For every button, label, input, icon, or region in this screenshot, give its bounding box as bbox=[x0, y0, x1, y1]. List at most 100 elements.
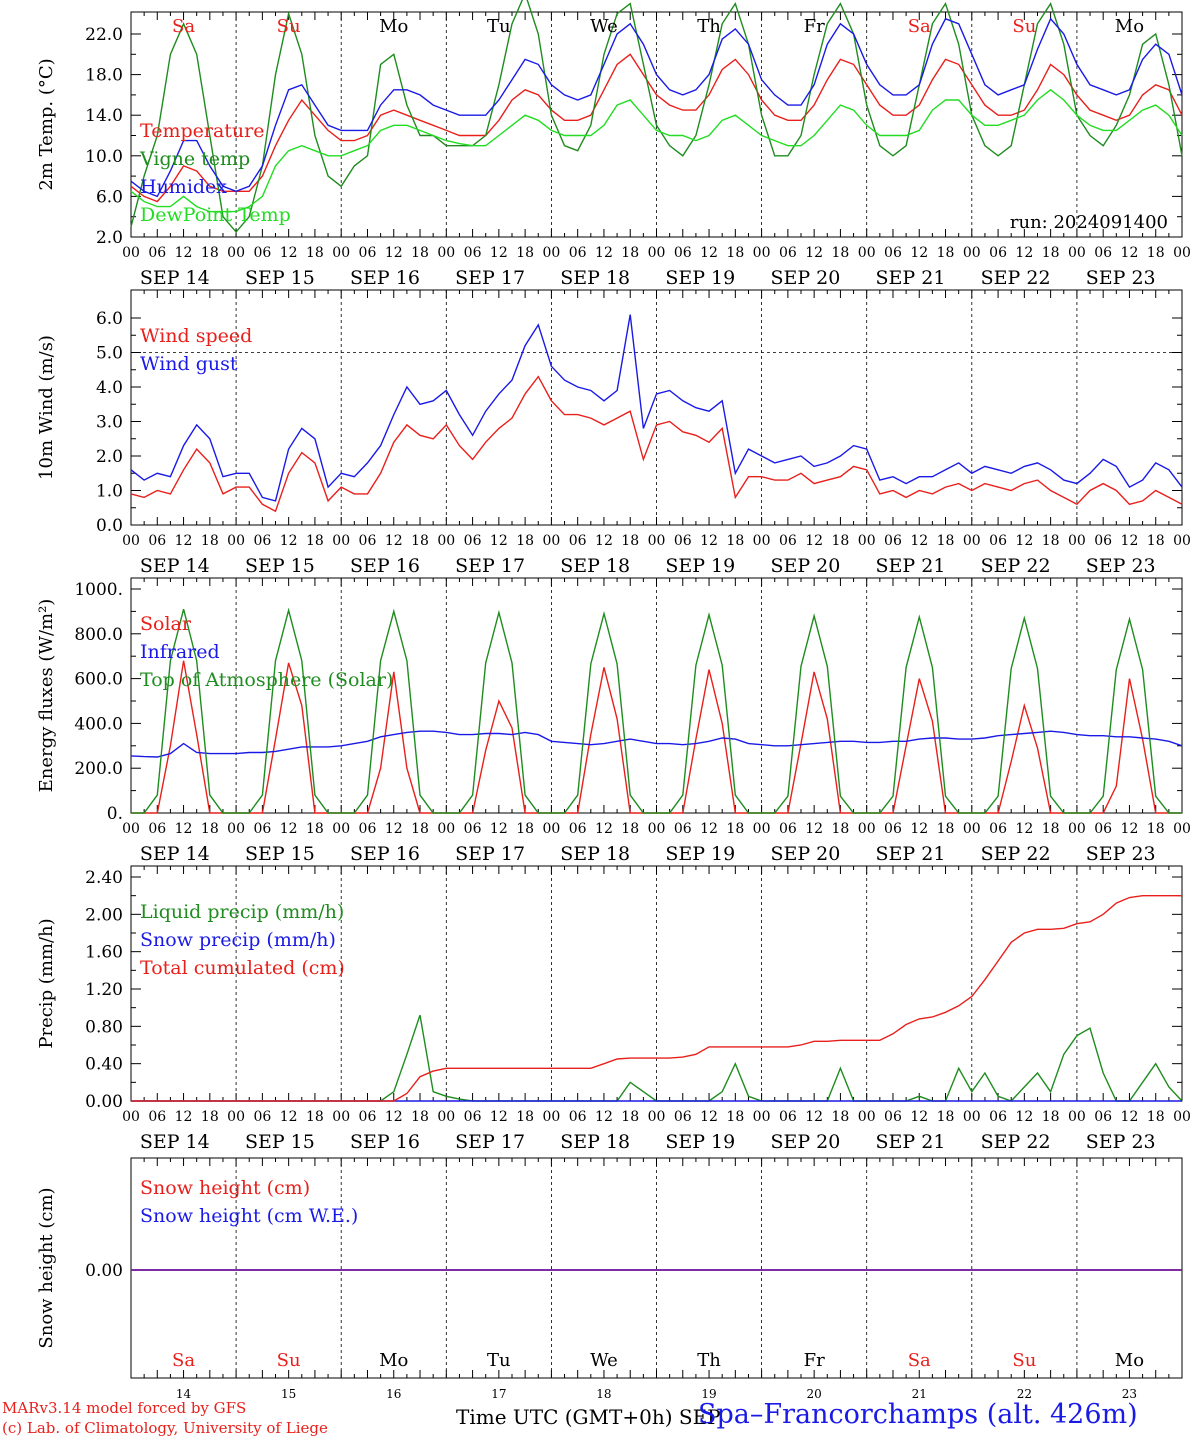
x-hour-label: 06 bbox=[253, 533, 271, 549]
x-date-label: SEP 15 bbox=[245, 555, 315, 577]
panel-snow: 0.00 Snow height (cm) Snow height (cm) Snow… bbox=[36, 1157, 1183, 1401]
x-hour-label: 00 bbox=[332, 821, 350, 837]
x-hour-label: 06 bbox=[989, 821, 1007, 837]
x-hour-label: 00 bbox=[753, 1109, 771, 1125]
legend-entry: Liquid precip (mm/h) bbox=[140, 901, 344, 923]
x-hour-label: 06 bbox=[253, 821, 271, 837]
y-tick-label: 0. bbox=[107, 804, 123, 824]
legend-entry: Vigne temp bbox=[139, 148, 250, 170]
x-hour-label: 00 bbox=[122, 1109, 140, 1125]
y-tick-label: 0.0 bbox=[96, 516, 123, 536]
x-date-label: SEP 18 bbox=[560, 843, 630, 865]
weekday-label: Sa bbox=[908, 16, 931, 37]
y-tick-label: 800.0 bbox=[74, 625, 123, 645]
x-hour-label: 00 bbox=[963, 533, 981, 549]
x-hour-label: 06 bbox=[464, 821, 482, 837]
x-date-label: SEP 14 bbox=[140, 843, 210, 865]
x-hour-label: 12 bbox=[385, 1109, 403, 1125]
x-hour-label: 00 bbox=[753, 245, 771, 261]
x-hour-label: 18 bbox=[1042, 245, 1060, 261]
x-date-label: SEP 14 bbox=[140, 267, 210, 289]
legend-entry: Wind speed bbox=[140, 325, 252, 347]
weekday-label: Mo bbox=[1115, 1350, 1144, 1371]
x-hour-label: 18 bbox=[516, 1109, 534, 1125]
y-tick-label: 0.40 bbox=[85, 1055, 123, 1075]
day-number-label: 19 bbox=[701, 1387, 716, 1401]
x-date-label: SEP 20 bbox=[770, 1131, 840, 1153]
x-hour-label: 12 bbox=[910, 1109, 928, 1125]
x-date-label: SEP 22 bbox=[981, 1131, 1051, 1153]
x-hour-label: 18 bbox=[726, 821, 744, 837]
x-date-label: SEP 22 bbox=[981, 555, 1051, 577]
x-date-label: SEP 15 bbox=[245, 1131, 315, 1153]
x-hour-label: 18 bbox=[621, 245, 639, 261]
y-tick-label: 4.0 bbox=[96, 378, 123, 398]
day-number-label: 17 bbox=[491, 1387, 506, 1401]
series-line-total-cumulated-cm- bbox=[131, 895, 1182, 1102]
series-line-temperature bbox=[130, 53, 1183, 203]
x-hour-label: 06 bbox=[359, 245, 377, 261]
x-hour-label: 18 bbox=[411, 533, 429, 549]
x-date-label: SEP 14 bbox=[140, 555, 210, 577]
x-hour-label: 12 bbox=[910, 533, 928, 549]
x-hour-label: 18 bbox=[1042, 821, 1060, 837]
panel-energy: 0. 200.0 400.0 600.0 800.0 1000. Energy fluxes… bbox=[36, 577, 1191, 865]
legend-entry: Temperature bbox=[140, 120, 264, 142]
x-hour-label: 06 bbox=[779, 1109, 797, 1125]
x-date-label: SEP 16 bbox=[350, 1131, 420, 1153]
x-hour-label: 18 bbox=[516, 821, 534, 837]
x-hour-label: 06 bbox=[464, 1109, 482, 1125]
series-line-wind-speed bbox=[130, 375, 1183, 513]
x-hour-label: 06 bbox=[569, 821, 587, 837]
y-tick-label: 6.0 bbox=[96, 187, 123, 207]
y-tick-label: 0.80 bbox=[85, 1017, 123, 1037]
x-hour-label: 00 bbox=[1173, 821, 1191, 837]
x-hour-label: 18 bbox=[1042, 533, 1060, 549]
x-hour-label: 18 bbox=[937, 245, 955, 261]
weekday-label: We bbox=[590, 16, 618, 37]
x-hour-label: 06 bbox=[674, 533, 692, 549]
day-number-label: 23 bbox=[1122, 1387, 1137, 1401]
x-hour-label: 06 bbox=[1094, 821, 1112, 837]
legend-entry: Infrared bbox=[140, 641, 220, 663]
y-tick-label: 5.0 bbox=[96, 344, 123, 364]
x-hour-label: 18 bbox=[411, 245, 429, 261]
y-tick-label: 2.00 bbox=[85, 905, 123, 925]
x-hour-label: 00 bbox=[542, 821, 560, 837]
run-label: run: 2024091400 bbox=[1010, 212, 1168, 233]
weekday-label: Tu bbox=[487, 1350, 511, 1371]
x-hour-label: 06 bbox=[779, 533, 797, 549]
weekday-label: Sa bbox=[172, 16, 195, 37]
x-axis-label: Time UTC (GMT+0h) SEP bbox=[456, 1405, 721, 1429]
x-hour-label: 18 bbox=[937, 533, 955, 549]
x-hour-label: 00 bbox=[122, 533, 140, 549]
x-date-label: SEP 20 bbox=[770, 555, 840, 577]
x-hour-label: 12 bbox=[280, 821, 298, 837]
x-hour-label: 06 bbox=[359, 533, 377, 549]
x-hour-label: 12 bbox=[700, 821, 718, 837]
weekday-label: Th bbox=[697, 1350, 721, 1371]
y-tick-label: 3.0 bbox=[96, 413, 123, 433]
x-hour-label: 18 bbox=[937, 821, 955, 837]
x-hour-label: 12 bbox=[910, 821, 928, 837]
series-line-humidex bbox=[130, 17, 1183, 198]
x-date-label: SEP 23 bbox=[1086, 267, 1156, 289]
x-hour-label: 06 bbox=[674, 1109, 692, 1125]
series-line-wind-gust bbox=[130, 314, 1183, 502]
x-hour-label: 18 bbox=[621, 1109, 639, 1125]
x-hour-label: 06 bbox=[148, 1109, 166, 1125]
weekday-label: Tu bbox=[487, 16, 511, 37]
station-title: Spa–Francorchamps (alt. 426m) bbox=[698, 1399, 1138, 1430]
day-number-label: 15 bbox=[281, 1387, 296, 1401]
x-hour-label: 06 bbox=[884, 245, 902, 261]
x-hour-label: 18 bbox=[411, 1109, 429, 1125]
day-number-label: 21 bbox=[912, 1387, 927, 1401]
y-tick-label: 2.40 bbox=[85, 868, 123, 888]
x-hour-label: 06 bbox=[569, 1109, 587, 1125]
day-number-label: 20 bbox=[807, 1387, 822, 1401]
x-hour-label: 12 bbox=[595, 533, 613, 549]
weekday-label: Sa bbox=[908, 1350, 931, 1371]
x-hour-label: 06 bbox=[989, 1109, 1007, 1125]
series-line-top-of-atmosphere-solar- bbox=[131, 607, 1182, 814]
